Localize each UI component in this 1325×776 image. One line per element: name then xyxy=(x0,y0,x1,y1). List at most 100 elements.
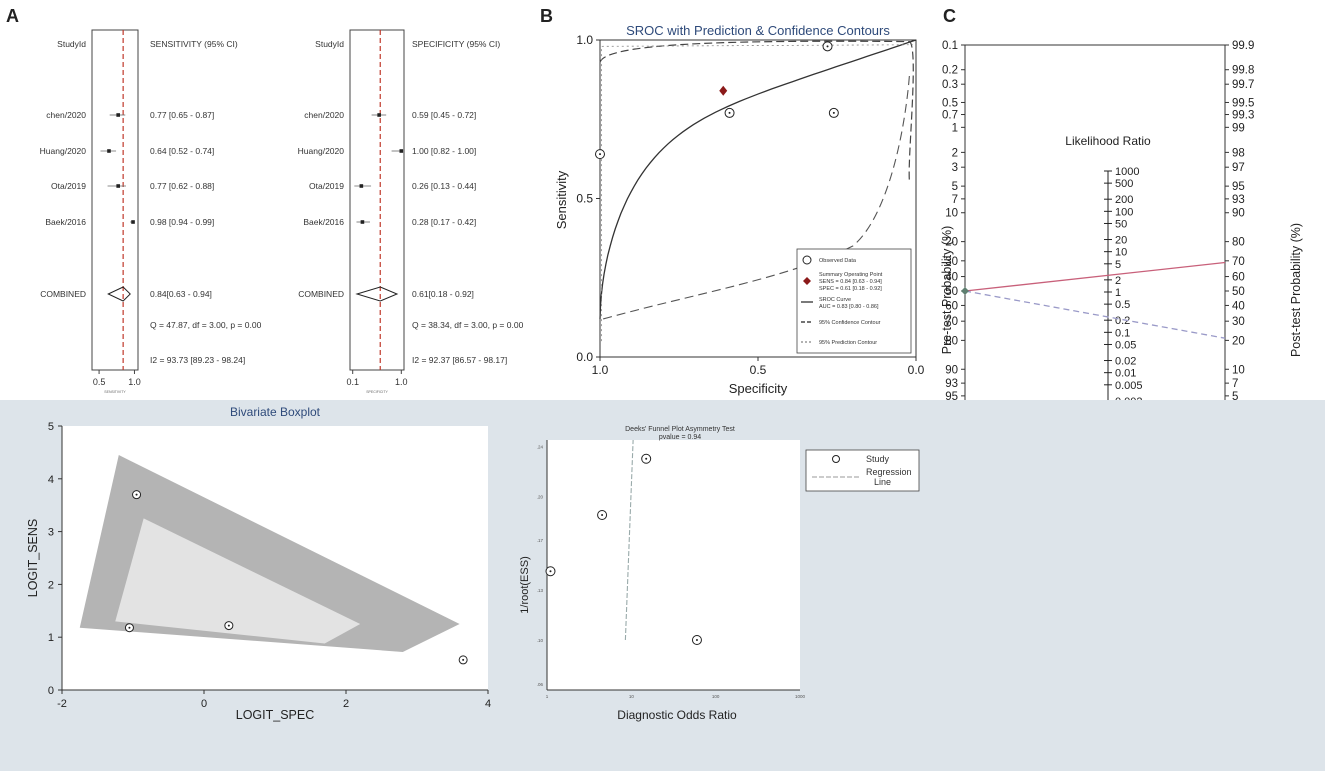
funnel-legend-line: Line xyxy=(874,477,891,487)
funnel-legend-study: Study xyxy=(866,454,890,464)
funnel-regression-line xyxy=(624,439,634,641)
sroc-x-tick-label: 1.0 xyxy=(592,363,609,377)
forest-study-label: Huang/2020 xyxy=(40,146,87,156)
fagan-left-tick-label: 5 xyxy=(952,181,958,193)
funnel-study-point-center xyxy=(549,570,552,573)
forest-point-estimate xyxy=(399,149,404,153)
fagan-right-tick-label: 97 xyxy=(1232,162,1245,174)
forest-study-label: Ota/2019 xyxy=(51,181,86,191)
forest-point-estimate xyxy=(377,113,381,117)
sroc-observed-point-center xyxy=(599,153,601,156)
sroc-y-axis-title: Sensitivity xyxy=(554,170,569,229)
fagan-right-tick-label: 93 xyxy=(1232,194,1245,206)
fagan-right-tick-label: 99.3 xyxy=(1232,110,1254,122)
fagan-left-tick-label: 10 xyxy=(945,208,958,220)
boxplot-point-center xyxy=(227,624,230,627)
fagan-left-tick-label: 60 xyxy=(945,300,958,312)
funnel-y-axis-title: 1/root(ESS) xyxy=(519,556,531,613)
fagan-left-tick-label: 0.7 xyxy=(942,110,958,122)
forest-header-study: StudyId xyxy=(57,39,86,49)
boxplot-y-tick-label: 4 xyxy=(48,474,54,486)
forest-study-label: Huang/2020 xyxy=(298,146,345,156)
funnel-y-tick-label: .13 xyxy=(537,588,544,593)
sroc-y-tick-label: 0.0 xyxy=(576,350,593,364)
fagan-left-tick-label: 95 xyxy=(945,391,958,403)
forest-point-estimate xyxy=(107,149,111,153)
funnel-study-point-center xyxy=(645,457,648,460)
sroc-y-tick-label: 0.5 xyxy=(576,192,593,206)
sroc-title: SROC with Prediction & Confidence Contou… xyxy=(626,23,890,38)
fagan-lr-positive-line xyxy=(964,261,1226,292)
panel-b-sroc: SROC with Prediction & Confidence Contou… xyxy=(554,23,925,396)
fagan-left-tick-label: 0.3 xyxy=(942,79,958,91)
fagan-lr-title: Likelihood Ratio xyxy=(1065,134,1151,148)
boxplot-point-center xyxy=(135,493,138,496)
fagan-left-tick-label: 50 xyxy=(945,286,958,298)
sroc-legend-summary-marker xyxy=(803,277,811,285)
funnel-pvalue: pvalue = 0.94 xyxy=(659,434,701,441)
fagan-right-tick-label: 40 xyxy=(1232,300,1245,312)
fagan-lr-negative-line xyxy=(964,290,1226,339)
boxplot-x-tick-label: -2 xyxy=(57,698,67,710)
boxplot-point-center xyxy=(462,658,465,661)
sroc-observed-point-center xyxy=(728,111,731,114)
fagan-right-tick-label: 70 xyxy=(1232,256,1245,268)
fagan-lr-tick-label: 2 xyxy=(1115,275,1121,287)
sroc-x-tick-label: 0.0 xyxy=(908,363,925,377)
forest-combined-label: COMBINED xyxy=(298,289,344,299)
forest-i2-text: I2 = 92.37 [86.57 - 98.17] xyxy=(412,355,507,365)
forest-x-tick-label: 1.0 xyxy=(128,377,141,387)
fagan-lr-tick-label: 200 xyxy=(1115,194,1133,206)
boxplot-y-tick-label: 2 xyxy=(48,579,54,591)
forest-study-label: Baek/2016 xyxy=(45,217,86,227)
fagan-lr-tick-label: 0.2 xyxy=(1115,315,1130,327)
sroc-legend-observed: Observed Data xyxy=(819,258,857,264)
fagan-left-tick-label: 0.2 xyxy=(942,65,958,77)
fagan-right-tick-label: 98 xyxy=(1232,147,1245,159)
funnel-study-point-center xyxy=(601,514,604,516)
sroc-x-axis-title: Specificity xyxy=(729,381,788,396)
panel-label-b: B xyxy=(540,6,553,26)
fagan-lr-tick-label: 0.1 xyxy=(1115,327,1130,339)
boxplot-title: Bivariate Boxplot xyxy=(230,405,321,419)
panel-label-a: A xyxy=(6,6,19,26)
boxplot-inner-hull xyxy=(115,518,361,644)
fagan-lr-tick-label: 0.05 xyxy=(1115,339,1136,351)
forest-i2-text: I2 = 93.73 [89.23 - 98.24] xyxy=(150,355,245,365)
forest-point-estimate xyxy=(359,184,364,188)
funnel-title: Deeks' Funnel Plot Asymmetry Test xyxy=(625,426,735,433)
fagan-left-tick-label: 93 xyxy=(945,378,958,390)
boxplot-y-tick-label: 3 xyxy=(48,527,54,539)
sroc-legend-observed-marker xyxy=(802,255,812,265)
fagan-right-tick-label: 99.8 xyxy=(1232,65,1254,77)
fagan-lr-tick-label: 0.005 xyxy=(1115,380,1143,392)
sroc-legend-spec: SPEC = 0.61 [0.18 - 0.92] xyxy=(819,286,882,292)
sroc-legend-curve: SROC Curve xyxy=(819,297,851,303)
funnel-legend-regression: Regression xyxy=(866,467,912,477)
fagan-left-tick-label: 90 xyxy=(945,364,958,376)
sroc-confidence-contour xyxy=(599,40,914,183)
fagan-lr-tick-label: 0.5 xyxy=(1115,299,1130,311)
forest-plot-box xyxy=(91,29,139,371)
panel-e-deeks-funnel: Deeks' Funnel Plot Asymmetry Testpvalue … xyxy=(515,400,1325,771)
funnel-plot-area xyxy=(547,440,800,690)
sroc-y-tick-label: 1.0 xyxy=(576,33,593,47)
boxplot-x-tick-label: 0 xyxy=(201,698,207,710)
forest-ci-text: 1.00 [0.82 - 1.00] xyxy=(412,146,476,156)
sroc-legend-prediction: 95% Prediction Contour xyxy=(819,340,877,346)
fagan-left-tick-label: 2 xyxy=(952,147,958,159)
forest-point-estimate xyxy=(360,220,365,224)
funnel-y-tick-label: .20 xyxy=(537,494,544,499)
sroc-curve xyxy=(599,39,917,320)
boxplot-x-tick-label: 2 xyxy=(343,698,349,710)
funnel-legend-study-marker xyxy=(832,455,840,463)
forest-ci-text: 0.77 [0.62 - 0.88] xyxy=(150,181,214,191)
forest-x-tick-label: 0.5 xyxy=(93,377,106,387)
fagan-lr-tick-label: 10 xyxy=(1115,247,1127,259)
fagan-right-tick-label: 99.7 xyxy=(1232,79,1254,91)
fagan-right-tick-label: 95 xyxy=(1232,181,1245,193)
forest-combined-ci-text: 0.84[0.63 - 0.94] xyxy=(150,289,212,299)
